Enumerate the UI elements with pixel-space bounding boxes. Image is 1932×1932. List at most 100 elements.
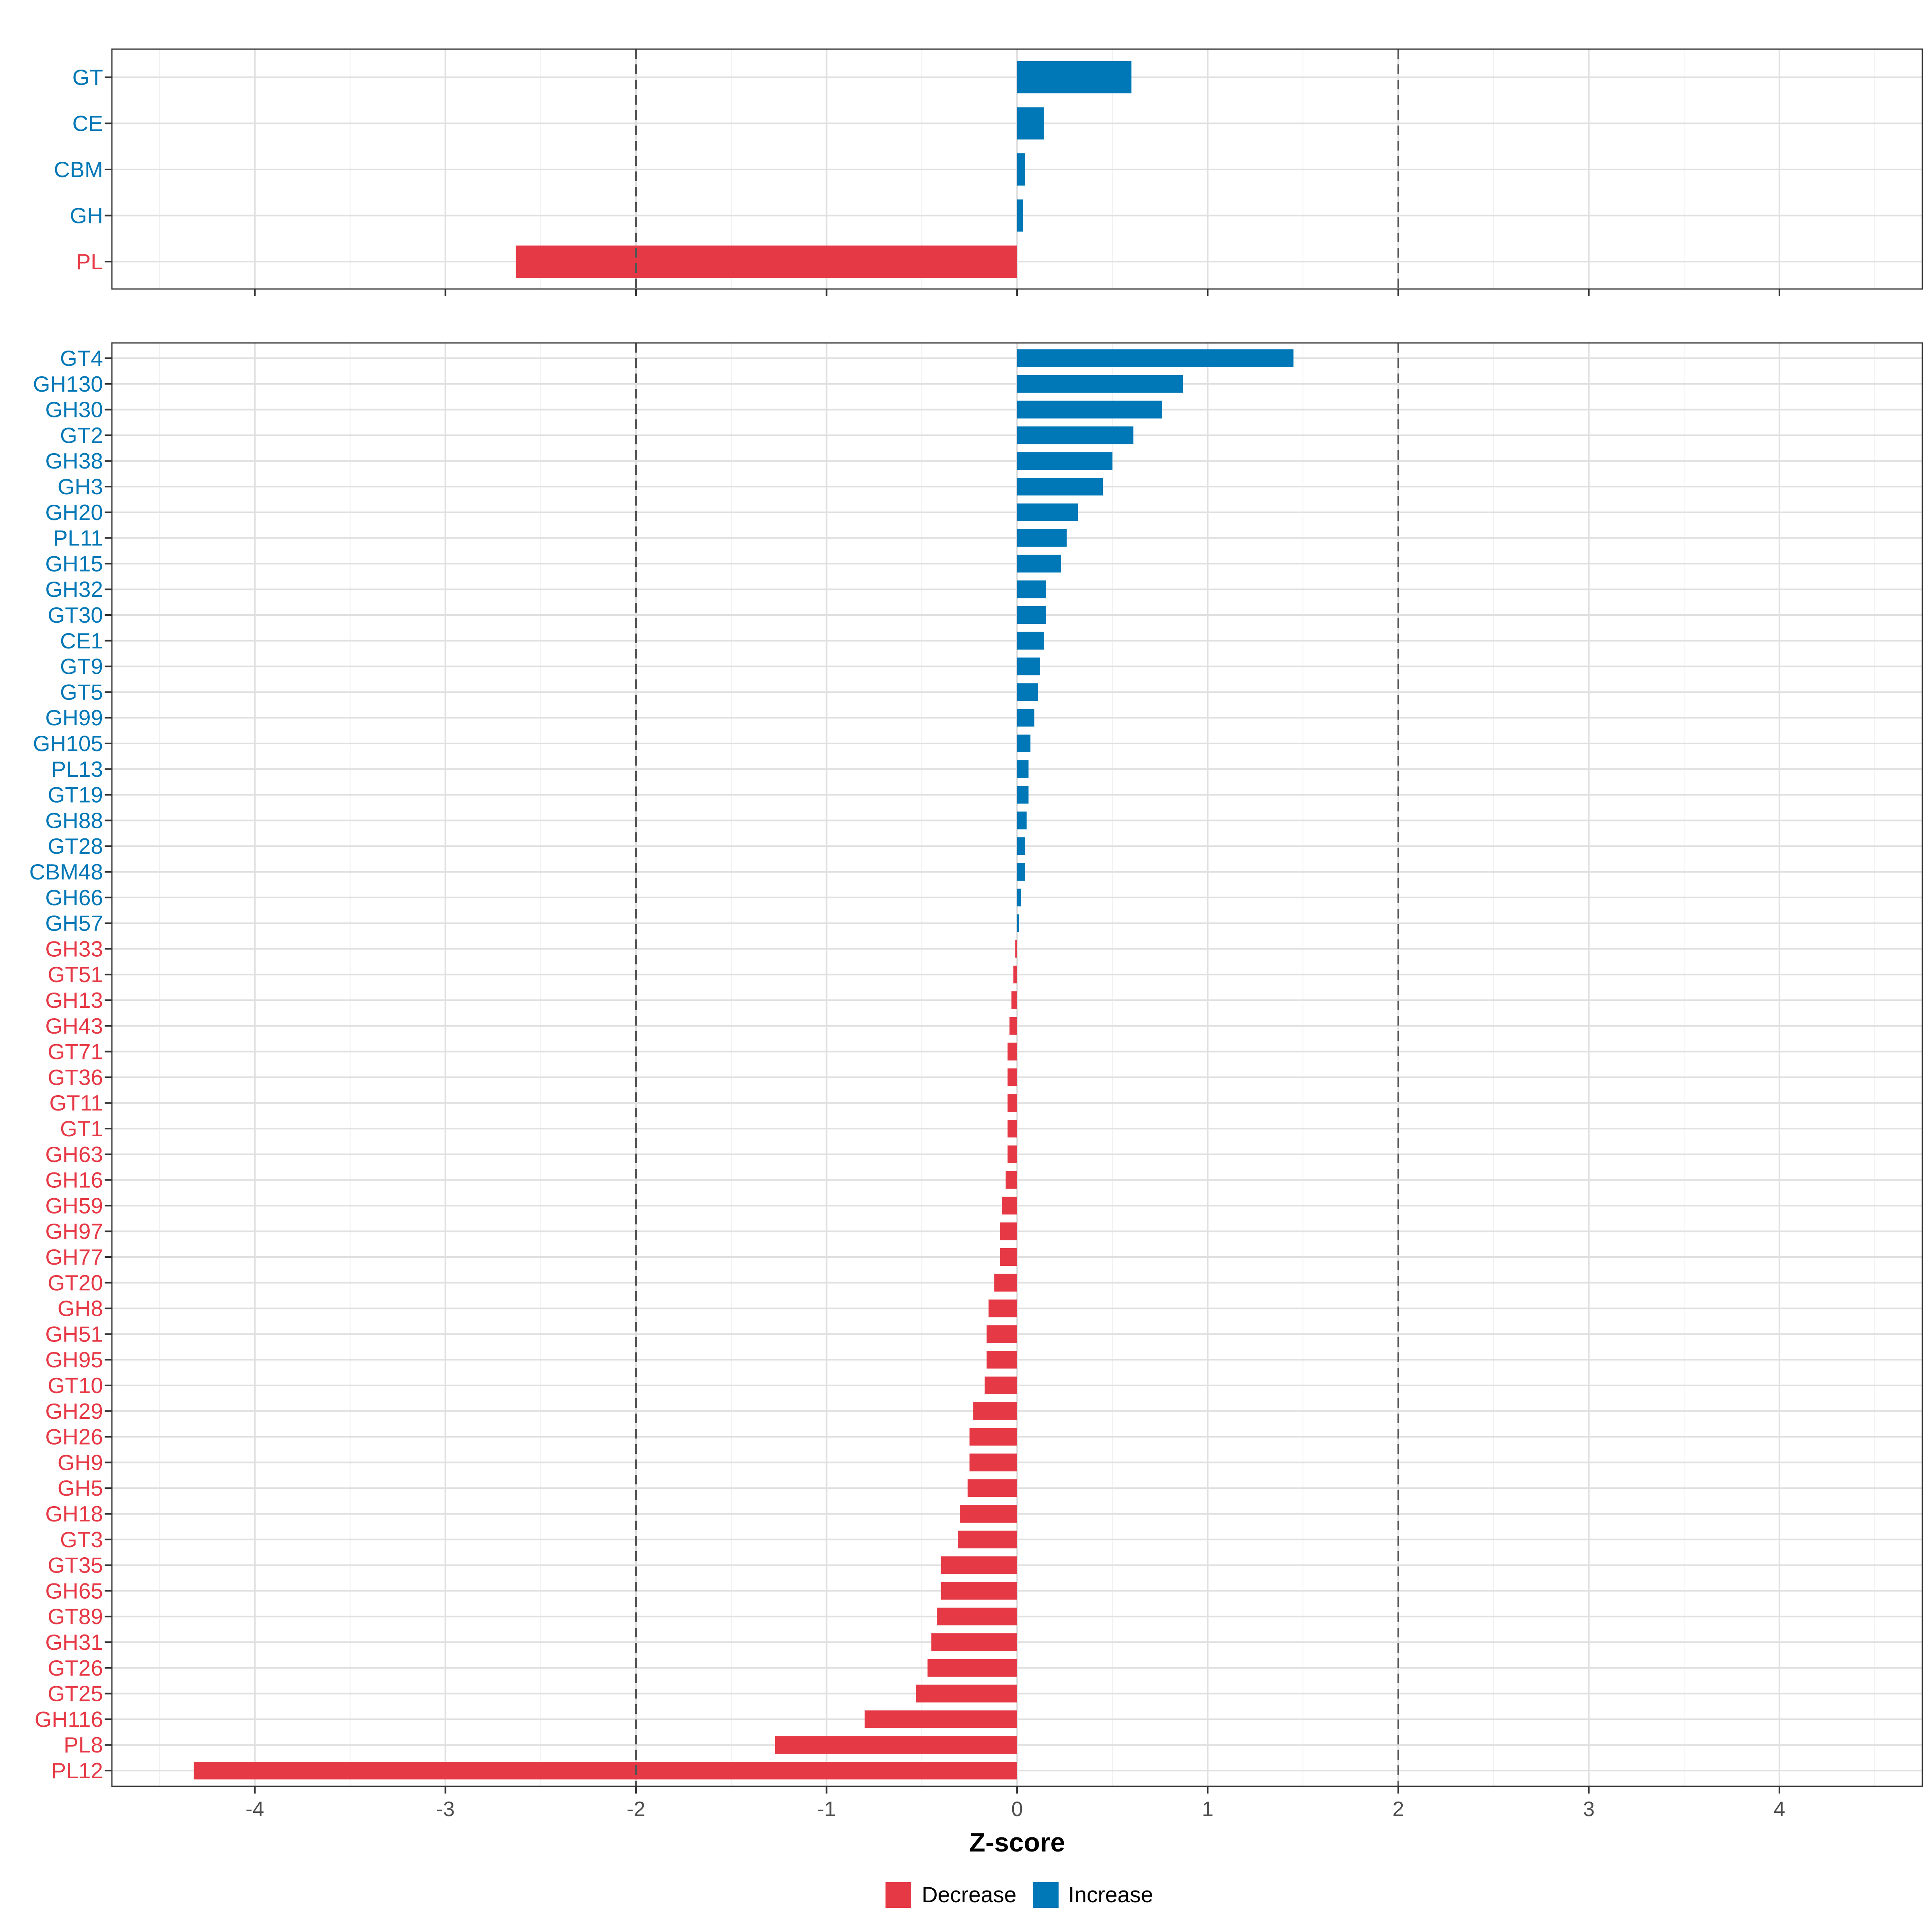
family-category-label: GT35 (47, 1553, 103, 1578)
family-bar-PL11 (1017, 529, 1067, 547)
class-category-label: CBM (54, 157, 103, 182)
family-bar-GH99 (1017, 709, 1034, 727)
family-bar-GH65 (941, 1582, 1017, 1600)
family-bar-GT20 (994, 1274, 1017, 1292)
family-category-label: GH97 (45, 1219, 103, 1244)
family-bar-GH66 (1017, 888, 1021, 906)
class-bar-PL (516, 246, 1017, 278)
family-category-label: PL12 (52, 1758, 103, 1783)
x-tick-label: -3 (436, 1798, 454, 1821)
family-category-label: GT2 (60, 423, 103, 448)
family-category-label: GH57 (45, 911, 103, 936)
family-category-label: GT11 (50, 1090, 103, 1115)
family-category-label: GH63 (45, 1142, 103, 1167)
family-bar-GH33 (1015, 940, 1017, 958)
family-bar-GT3 (958, 1530, 1017, 1548)
family-category-label: GH8 (58, 1296, 103, 1321)
family-category-label: PL13 (52, 757, 103, 782)
family-category-label: GH130 (33, 372, 103, 396)
x-tick-label: -2 (627, 1798, 645, 1821)
family-bar-GT36 (1007, 1068, 1017, 1086)
class-category-label: GH (70, 203, 103, 228)
family-category-label: GT1 (60, 1116, 103, 1141)
family-category-label: GT28 (47, 834, 103, 859)
class-bar-CBM (1017, 153, 1025, 186)
x-tick-label: 2 (1392, 1798, 1404, 1821)
family-bar-GT30 (1017, 606, 1046, 624)
family-category-label: GT20 (47, 1270, 103, 1295)
family-category-label: GT4 (60, 346, 103, 371)
family-category-label: GH43 (45, 1013, 103, 1038)
family-category-label: GH5 (58, 1476, 103, 1501)
family-bar-GT89 (937, 1608, 1017, 1626)
class-category-label: PL (76, 249, 103, 274)
legend: Decrease Increase (886, 1882, 1153, 1908)
family-category-label: GH66 (45, 885, 103, 910)
family-bar-GT19 (1017, 786, 1029, 804)
class-bar-GH (1017, 199, 1023, 232)
family-category-label: GH18 (45, 1501, 103, 1526)
family-category-label: GH38 (45, 448, 103, 473)
family-bar-GH43 (1009, 1017, 1017, 1035)
panel-family-level: GT4GH130GH30GT2GH38GH3GH20PL11GH15GH32GT… (29, 342, 1923, 1794)
x-axis: -4 -3 -2 -1 0 1 2 3 4 (246, 1798, 1785, 1821)
family-bar-GH57 (1017, 914, 1019, 932)
family-bar-GH29 (973, 1402, 1017, 1420)
family-bar-GH3 (1017, 478, 1103, 495)
x-tick-label: -1 (817, 1798, 836, 1821)
family-bar-GH26 (969, 1428, 1017, 1446)
family-bar-GT4 (1017, 349, 1294, 367)
family-bar-GT26 (927, 1659, 1017, 1677)
family-bar-GH77 (1000, 1248, 1017, 1266)
family-bar-PL13 (1017, 760, 1029, 778)
family-bar-GT11 (1007, 1094, 1017, 1112)
family-bar-GH116 (865, 1710, 1017, 1728)
family-category-label: GT5 (60, 679, 103, 704)
family-category-label: GH59 (45, 1193, 103, 1218)
family-bar-GT1 (1007, 1120, 1017, 1137)
family-bar-GH63 (1007, 1145, 1017, 1163)
family-category-label: GH16 (45, 1168, 103, 1193)
family-category-label: GH3 (58, 474, 103, 499)
family-category-label: GH65 (45, 1578, 103, 1603)
class-category-label: CE (72, 111, 103, 136)
family-category-label: GH15 (45, 551, 103, 576)
family-bar-GH18 (960, 1505, 1017, 1523)
family-category-label: GT71 (47, 1039, 103, 1064)
family-bar-GH95 (987, 1351, 1017, 1369)
family-category-label: GH51 (45, 1321, 103, 1346)
x-tick-label: 4 (1773, 1798, 1785, 1821)
class-bar-GT (1017, 61, 1132, 93)
family-category-label: GH95 (45, 1347, 103, 1372)
x-axis-title: Z-score (969, 1827, 1065, 1857)
family-category-label: GH105 (33, 731, 103, 756)
family-bar-GT51 (1013, 966, 1017, 984)
family-category-label: GT10 (47, 1373, 103, 1398)
family-bar-CBM48 (1017, 863, 1025, 881)
family-bar-CE1 (1017, 632, 1044, 650)
family-bar-GH38 (1017, 452, 1113, 470)
family-bar-GT71 (1007, 1042, 1017, 1061)
family-category-label: GH31 (45, 1630, 103, 1655)
class-bar-CE (1017, 107, 1044, 140)
family-bar-GT25 (916, 1684, 1017, 1703)
family-category-label: GH30 (45, 397, 103, 422)
family-bar-GH105 (1017, 735, 1031, 752)
family-category-label: GT36 (47, 1065, 103, 1090)
family-category-label: PL8 (64, 1732, 103, 1757)
family-bar-GH13 (1011, 991, 1017, 1009)
family-category-label: PL11 (53, 526, 103, 551)
family-category-label: GH77 (45, 1245, 103, 1269)
family-bar-GH32 (1017, 580, 1046, 599)
legend-label-decrease: Decrease (922, 1882, 1016, 1907)
family-bar-GT10 (985, 1377, 1017, 1394)
family-bar-GH8 (988, 1299, 1017, 1317)
family-category-label: GH32 (45, 577, 103, 602)
family-category-label: GH33 (45, 936, 103, 961)
family-bar-GH15 (1017, 555, 1061, 573)
legend-swatch-increase (1033, 1882, 1059, 1908)
x-tick-label: 1 (1202, 1798, 1214, 1821)
family-bar-GH16 (1005, 1171, 1017, 1189)
family-bar-GT5 (1017, 683, 1038, 701)
